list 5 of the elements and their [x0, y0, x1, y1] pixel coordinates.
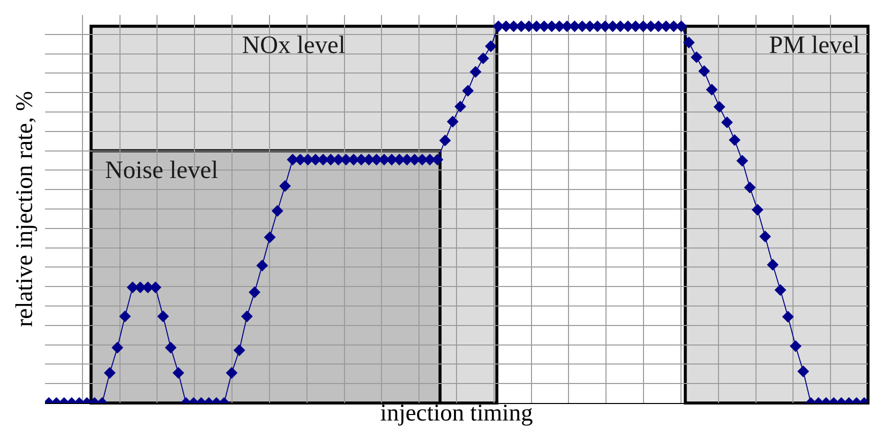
- annotation: NOx level: [242, 32, 346, 59]
- x-axis-title: injection timing: [380, 400, 533, 426]
- y-axis-title: relative injection rate, %: [12, 91, 38, 327]
- annotation: PM level: [769, 32, 860, 59]
- annotation: Noise level: [105, 157, 218, 184]
